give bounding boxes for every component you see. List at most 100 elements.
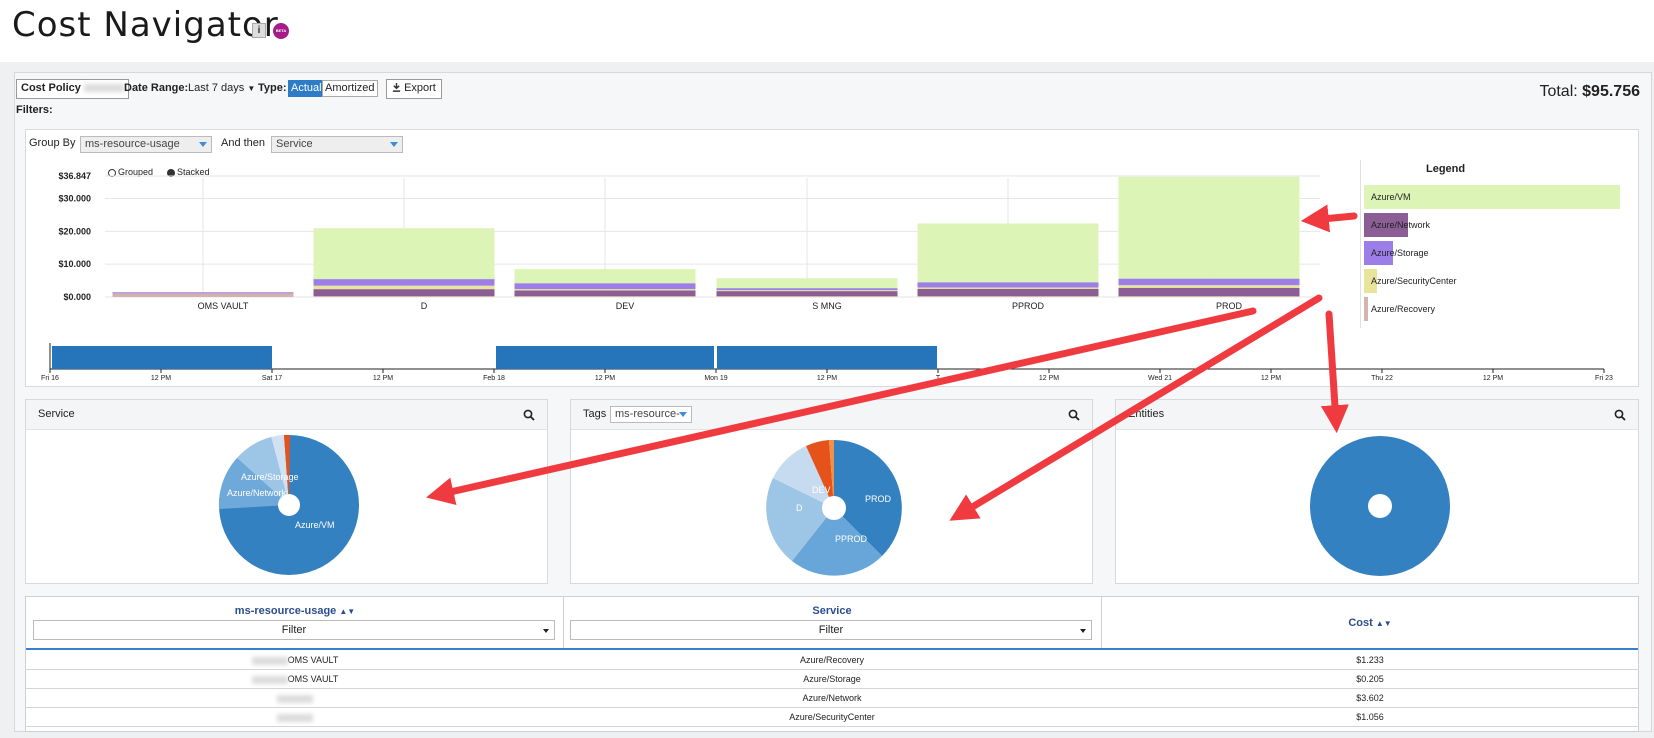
pie-label: DEV (812, 485, 831, 495)
bar-segment[interactable] (1118, 287, 1300, 297)
row-divider (26, 726, 1638, 727)
group-by-select[interactable]: ms-resource-usage (80, 136, 212, 153)
chevron-down-icon (199, 142, 207, 147)
cell-cost: $1.233 (1356, 655, 1384, 665)
resource-name-redacted (251, 656, 288, 665)
type-amortized-toggle[interactable]: Amortized (322, 80, 378, 97)
col-header-cost-label: Cost (1348, 617, 1373, 629)
cell-cost: $0.205 (1356, 674, 1384, 684)
col-header-cost[interactable]: Cost ▲▼ (1107, 617, 1633, 629)
type-label: Type: (258, 82, 287, 94)
search-icon[interactable] (1614, 409, 1626, 421)
legend-divider (1360, 160, 1361, 328)
resource-name-redacted (277, 713, 313, 722)
service-pie[interactable]: Azure/Storage Azure/Network Azure/VM (218, 434, 359, 575)
x-tick-label: OMS VAULT (198, 301, 249, 311)
tags-pie[interactable]: DEV PROD D PPROD (766, 439, 902, 576)
cell-resource (33, 712, 557, 722)
and-then-value: Service (276, 138, 313, 150)
chevron-down-icon (1080, 629, 1086, 633)
bar-segment[interactable] (514, 290, 696, 297)
and-then-label: And then (221, 137, 266, 149)
bar-segment[interactable] (917, 223, 1099, 283)
legend-swatch[interactable] (1364, 213, 1408, 237)
resource-filter[interactable]: Filter (33, 620, 555, 640)
pie-slice-recovery[interactable] (271, 435, 289, 505)
bar-segment[interactable] (313, 289, 495, 297)
bar-segment[interactable] (514, 269, 696, 284)
bar-segment[interactable] (917, 282, 1099, 288)
bar-segment[interactable] (1118, 176, 1300, 279)
pie-label: PROD (865, 494, 892, 504)
cost-policy-value-redacted (83, 84, 124, 93)
bar-segment[interactable] (514, 289, 696, 291)
grouped-label: Grouped (118, 167, 154, 177)
pie-slice-storage[interactable] (237, 437, 289, 505)
info-icon[interactable]: i (252, 23, 266, 38)
resource-name: OMS VAULT (287, 655, 339, 665)
service-filter[interactable]: Filter (570, 620, 1092, 640)
bar-segment[interactable] (716, 290, 898, 292)
col-header-resource[interactable]: ms-resource-usage ▲▼ (33, 605, 557, 617)
col-header-resource-label: ms-resource-usage (234, 605, 337, 617)
bar-segment[interactable] (112, 292, 294, 294)
beta-badge: BETA (273, 23, 289, 39)
bar-segment[interactable] (313, 285, 495, 290)
timeline-tick-label: Thu 22 (1371, 375, 1393, 382)
legend-swatch[interactable] (1364, 185, 1620, 209)
bar-segment[interactable] (514, 296, 696, 298)
pie-slice-securitycenter[interactable] (284, 434, 290, 505)
y-tick-label: $36.847 (58, 171, 91, 181)
cell-service: Azure/Network (802, 693, 862, 703)
page-title: Cost Navigator (12, 5, 279, 45)
pie-hole (822, 496, 846, 520)
bar-segment[interactable] (917, 288, 1099, 297)
col-divider (1101, 597, 1102, 649)
date-range-label: Date Range: (124, 82, 189, 94)
entities-pie[interactable] (1310, 436, 1450, 576)
legend-swatch[interactable] (1364, 241, 1393, 265)
bar-segment[interactable] (716, 291, 898, 297)
timeline-tick-label: 12 PM (1483, 375, 1503, 382)
and-then-select[interactable]: Service (271, 136, 403, 153)
export-button[interactable]: Export (386, 79, 442, 99)
cell-cost: $1.056 (1356, 712, 1384, 722)
cost-policy-button[interactable]: Cost Policy (16, 79, 129, 99)
pie-slice-pprod[interactable] (792, 508, 882, 576)
resource-filter-label: Filter (281, 624, 307, 636)
legend-swatch[interactable] (1364, 297, 1368, 321)
pie-hole (1368, 494, 1392, 518)
cell-service: Azure/Recovery (799, 655, 865, 665)
bar-segment[interactable] (514, 283, 696, 290)
group-by-label: Group By (29, 137, 76, 149)
bar-segment[interactable] (313, 228, 495, 280)
bar-segment[interactable] (917, 287, 1099, 289)
cell-resource: OMS VAULT (33, 674, 557, 684)
cell-cost: $3.602 (1356, 693, 1384, 703)
pie-slice-d[interactable] (766, 478, 834, 561)
bar-segment[interactable] (716, 296, 898, 298)
pie-label: Azure/Storage (241, 472, 299, 482)
timeline-range-bar[interactable] (52, 346, 272, 369)
bar-segment[interactable] (1118, 285, 1300, 288)
cell-service: Azure/SecurityCenter (789, 712, 875, 722)
sort-icon: ▲▼ (1375, 619, 1392, 628)
pie-hole (278, 494, 300, 516)
resource-name-redacted (277, 694, 313, 703)
bar-segment[interactable] (112, 292, 294, 297)
y-tick-label: $0.000 (63, 292, 91, 302)
pie-slice-network[interactable] (218, 458, 289, 509)
bar-segment[interactable] (716, 278, 898, 289)
bar-segment[interactable] (313, 279, 495, 286)
legend-swatch[interactable] (1364, 269, 1377, 293)
bar-segment[interactable] (313, 296, 495, 298)
bar-segment[interactable] (716, 288, 898, 291)
y-tick-label: $20.000 (58, 226, 91, 236)
bar-segment[interactable] (1118, 278, 1300, 286)
header-underline (26, 648, 1638, 650)
y-tick-label: $30.000 (58, 193, 91, 203)
col-header-service[interactable]: Service (812, 605, 852, 617)
date-range-value: Last 7 days (188, 82, 245, 94)
type-actual-toggle[interactable]: Actual (288, 80, 325, 97)
date-range-dropdown[interactable]: Last 7 days ▼ (188, 82, 255, 94)
